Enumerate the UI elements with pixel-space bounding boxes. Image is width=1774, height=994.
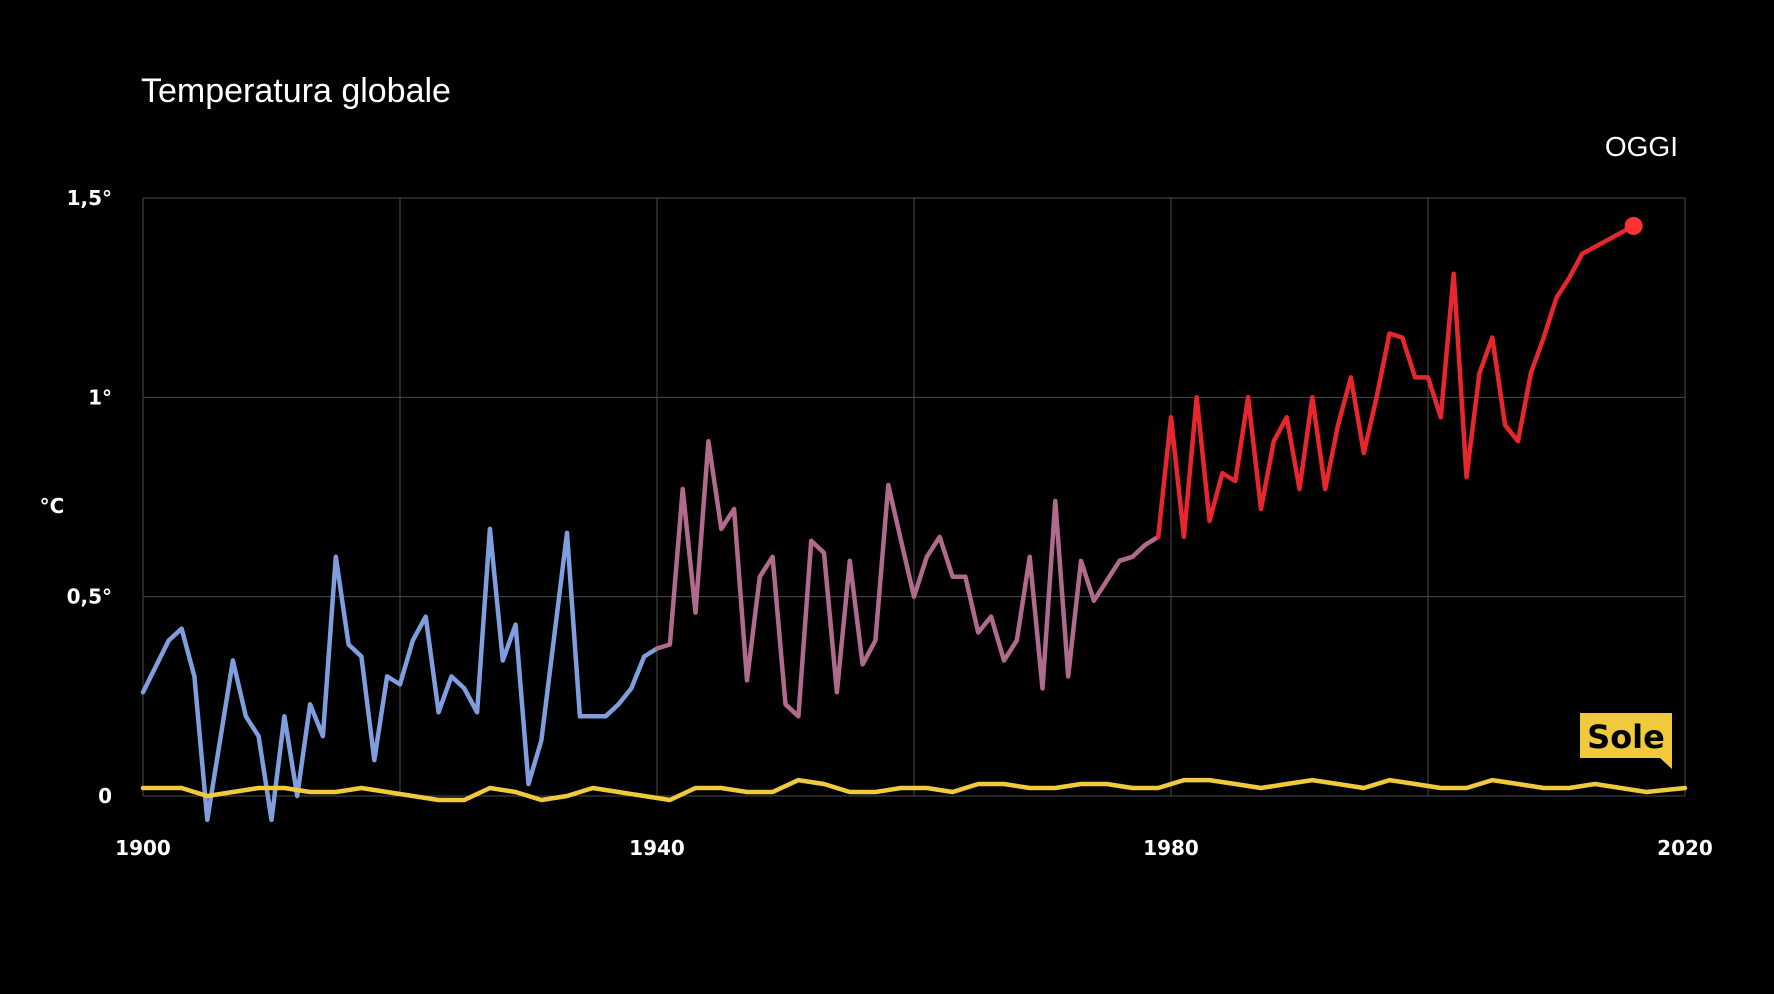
today-label: OGGI bbox=[1605, 131, 1678, 162]
sun-legend-tag bbox=[1580, 713, 1672, 769]
x-tick-label: 1980 bbox=[1143, 836, 1199, 860]
sun-legend-label: Sole bbox=[1587, 718, 1665, 756]
series-lines bbox=[140, 223, 1688, 823]
legend: Sole bbox=[1580, 713, 1672, 769]
y-tick-label: 1,5° bbox=[67, 186, 112, 210]
tick-labels: 1900 1940 1980 2020 0 0,5° 1° 1,5° bbox=[67, 186, 1713, 860]
series-line-early bbox=[140, 526, 660, 823]
chart-title: Temperatura globale bbox=[141, 72, 451, 110]
y-tick-label: 0 bbox=[98, 784, 112, 808]
y-axis-unit-label: °C bbox=[40, 494, 65, 518]
series-line-sun bbox=[140, 777, 1688, 803]
y-tick-label: 1° bbox=[88, 385, 112, 409]
x-tick-label: 1940 bbox=[629, 836, 685, 860]
x-tick-label: 1900 bbox=[115, 836, 171, 860]
series-line-late bbox=[1155, 223, 1636, 540]
markers bbox=[1624, 216, 1643, 235]
today-marker bbox=[1624, 216, 1643, 235]
y-tick-label: 0,5° bbox=[67, 585, 112, 609]
x-tick-label: 2020 bbox=[1657, 836, 1713, 860]
series-line-middle bbox=[654, 438, 1161, 719]
